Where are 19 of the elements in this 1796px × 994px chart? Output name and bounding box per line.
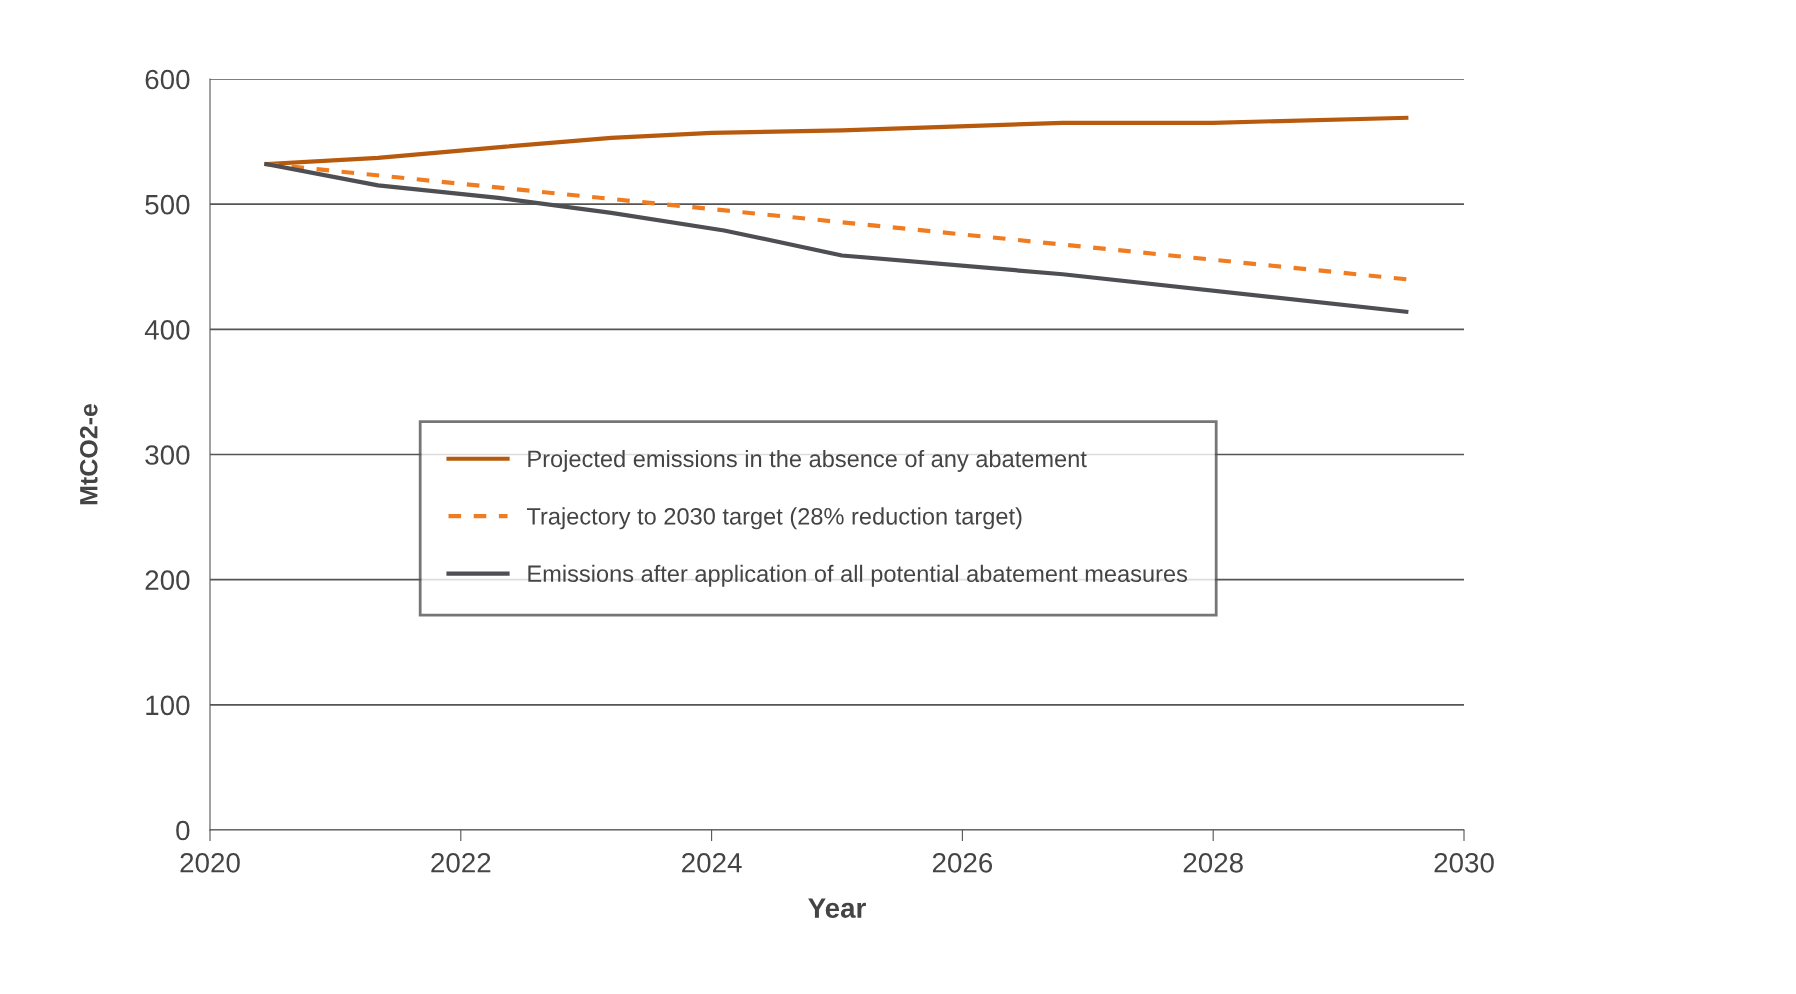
x-tick-label: 2020 — [180, 852, 240, 873]
legend-label: Projected emissions in the absence of any abatement — [528, 449, 1087, 472]
legend-label: Trajectory to 2030 target (28% reduction target) — [526, 507, 1022, 530]
x-tick-label: 2030 — [1434, 852, 1494, 873]
y-tick-label: 100 — [146, 695, 190, 716]
x-axis-title: Year — [808, 898, 866, 918]
x-tick-label: 2024 — [682, 852, 742, 873]
y-tick-label: 500 — [145, 194, 190, 215]
x-tick-label: 2026 — [932, 852, 993, 873]
legend-label: Emissions after application of all potential abatement measures — [528, 564, 1188, 587]
y-axis-title: MtCO2-e — [79, 403, 98, 505]
y-tick-label: 0 — [176, 820, 190, 841]
y-tick-label: 300 — [145, 445, 190, 465]
x-tick-label: 2028 — [1183, 852, 1243, 873]
line-series — [264, 115, 1409, 167]
x-tick-label: 2022 — [431, 852, 491, 873]
y-tick-label: 600 — [145, 69, 190, 90]
y-tick-label: 400 — [144, 320, 190, 340]
y-tick-label: 200 — [145, 570, 190, 591]
